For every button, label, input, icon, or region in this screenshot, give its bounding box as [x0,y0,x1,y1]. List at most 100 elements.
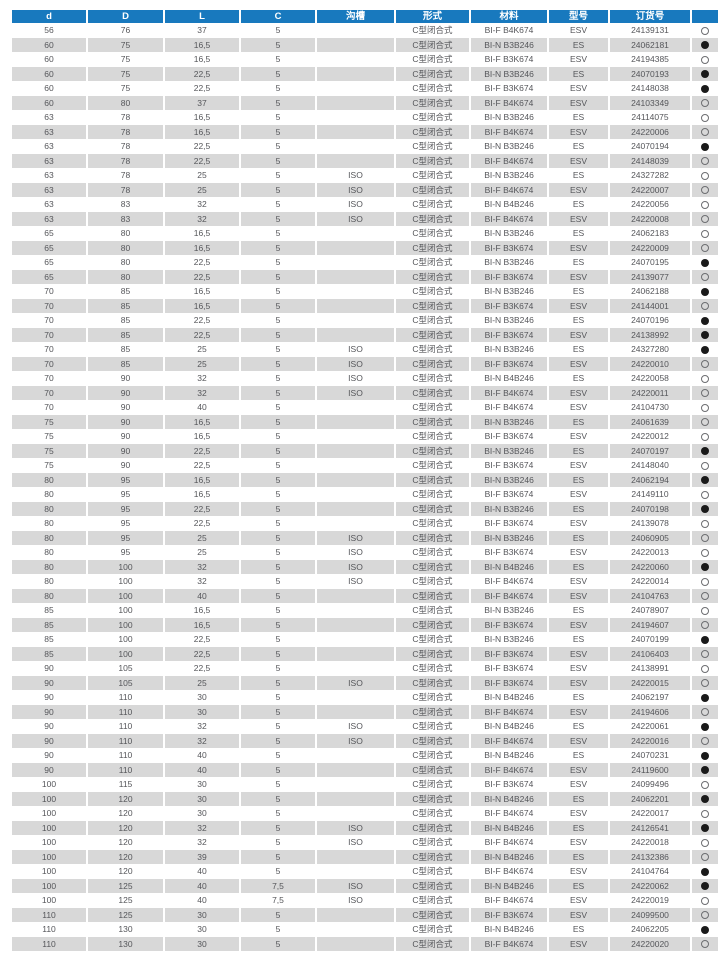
cell-groove [317,110,396,125]
cell-type: ESV [549,458,610,473]
cell-groove [317,791,396,806]
cell-type: ESV [549,400,610,415]
cell-form: C型闭合式 [396,516,471,531]
cell-type: ESV [549,907,610,922]
cell-l: 40 [165,864,241,879]
cell-l: 22,5 [165,327,241,342]
cell-type: ESV [549,893,610,908]
cell-groove [317,762,396,777]
cell-order-no: 24061639 [610,414,692,429]
cell-groove: ISO [317,559,396,574]
cell-type: ES [549,472,610,487]
cell-material: BI-N B3B246 [471,66,549,81]
cell-l: 32 [165,835,241,850]
cell-order-no: 24070199 [610,632,692,647]
cell-material: BI-N B3B246 [471,255,549,270]
cell-d-outer: 120 [88,820,165,835]
cell-availability [692,545,718,560]
table-row: 90 110 30 5 C型闭合式 BI-F B4K674 ESV 24194606 [12,704,718,719]
cell-form: C型闭合式 [396,211,471,226]
cell-material: BI-N B3B246 [471,226,549,241]
cell-d: 90 [12,661,88,676]
cell-type: ES [549,603,610,618]
cell-type: ES [549,530,610,545]
availability-open-icon [701,171,709,180]
cell-material: BI-F B3K674 [471,327,549,342]
availability-open-icon [701,940,709,949]
availability-open-icon [701,418,709,427]
cell-d: 100 [12,806,88,821]
availability-open-icon [701,244,709,253]
cell-material: BI-F B4K674 [471,211,549,226]
cell-c: 7,5 [241,893,317,908]
cell-d-outer: 90 [88,429,165,444]
cell-groove [317,240,396,255]
cell-d: 65 [12,240,88,255]
cell-d: 75 [12,429,88,444]
cell-availability [692,922,718,937]
cell-d-outer: 100 [88,603,165,618]
cell-c: 5 [241,922,317,937]
cell-availability [692,603,718,618]
table-row: 80 95 22,5 5 C型闭合式 BI-F B3K674 ESV 24139078 [12,516,718,531]
cell-c: 5 [241,530,317,545]
cell-type: ES [549,110,610,125]
table-row: 100 120 32 5 ISO C型闭合式 BI-F B4K674 ESV 24220018 [12,835,718,850]
cell-type: ESV [549,182,610,197]
cell-form: C型闭合式 [396,791,471,806]
table-row: 65 80 16,5 5 C型闭合式 BI-F B3K674 ESV 24220009 [12,240,718,255]
cell-groove: ISO [317,385,396,400]
cell-order-no: 24106403 [610,646,692,661]
availability-filled-icon [701,345,709,354]
cell-type: ES [549,168,610,183]
cell-d-outer: 95 [88,472,165,487]
cell-groove: ISO [317,197,396,212]
cell-d-outer: 100 [88,559,165,574]
cell-d-outer: 83 [88,211,165,226]
cell-form: C型闭合式 [396,81,471,96]
cell-d-outer: 83 [88,197,165,212]
cell-availability [692,733,718,748]
cell-c: 5 [241,356,317,371]
cell-form: C型闭合式 [396,719,471,734]
cell-type: ESV [549,545,610,560]
availability-filled-icon [701,476,709,485]
cell-type: ESV [549,23,610,38]
cell-form: C型闭合式 [396,356,471,371]
cell-c: 5 [241,820,317,835]
cell-order-no: 24220056 [610,197,692,212]
cell-l: 25 [165,545,241,560]
cell-groove [317,588,396,603]
cell-d-outer: 125 [88,893,165,908]
cell-c: 5 [241,226,317,241]
cell-form: C型闭合式 [396,139,471,154]
cell-d-outer: 100 [88,574,165,589]
cell-c: 5 [241,617,317,632]
cell-d-outer: 75 [88,37,165,52]
product-table: d D L C 沟槽 形式 材料 型号 订货号 56 76 37 5 C型闭合式 BI-F B4K674 E… [12,10,718,951]
cell-l: 22,5 [165,516,241,531]
cell-l: 30 [165,907,241,922]
cell-material: BI-F B3K674 [471,52,549,67]
table-row: 80 100 40 5 C型闭合式 BI-F B4K674 ESV 24104763 [12,588,718,603]
cell-groove [317,516,396,531]
cell-material: BI-F B3K674 [471,429,549,444]
table-row: 70 90 40 5 C型闭合式 BI-F B4K674 ESV 24104730 [12,400,718,415]
cell-type: ESV [549,240,610,255]
cell-c: 5 [241,400,317,415]
cell-order-no: 24220006 [610,124,692,139]
cell-d-outer: 95 [88,501,165,516]
table-row: 100 120 32 5 ISO C型闭合式 BI-N B4B246 ES 24126541 [12,820,718,835]
table-row: 100 125 40 7,5 ISO C型闭合式 BI-F B4K674 ESV 2422001… [12,893,718,908]
cell-material: BI-N B4B246 [471,791,549,806]
cell-groove [317,748,396,763]
cell-groove: ISO [317,371,396,386]
cell-c: 5 [241,733,317,748]
cell-l: 32 [165,385,241,400]
cell-availability [692,240,718,255]
availability-open-icon [701,650,709,659]
cell-groove [317,632,396,647]
cell-groove: ISO [317,211,396,226]
table-row: 80 95 16,5 5 C型闭合式 BI-F B3K674 ESV 24149110 [12,487,718,502]
availability-open-icon [701,113,709,122]
